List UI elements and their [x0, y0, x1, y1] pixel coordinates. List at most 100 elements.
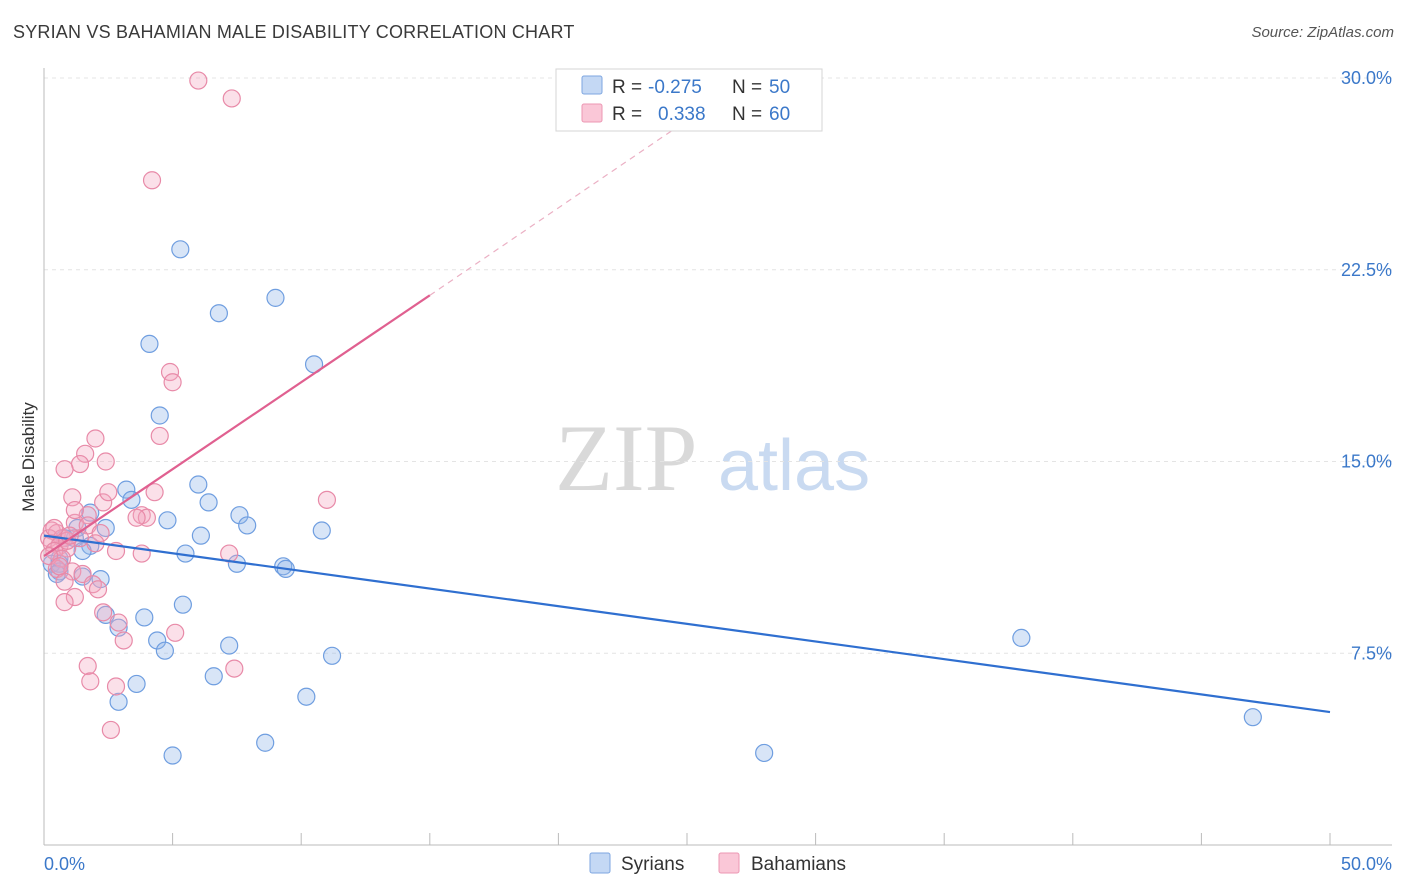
point-bahamians	[114, 631, 133, 650]
watermark-atlas: atlas	[718, 426, 870, 506]
legend-r-value-1: -0.275	[648, 77, 702, 98]
point-syrians	[220, 636, 239, 655]
point-bahamians	[99, 483, 118, 502]
point-syrians	[117, 480, 136, 499]
legend-r-label-1: R =	[612, 77, 642, 98]
point-syrians	[122, 490, 141, 509]
y-axis-tick-labels: 7.5% 15.0% 22.5% 30.0%	[1341, 68, 1392, 663]
trend-line-syrians	[43, 534, 1331, 714]
legend-n-label-1: N =	[732, 77, 762, 98]
point-bahamians	[78, 656, 97, 676]
point-bahamians	[96, 452, 115, 471]
point-bahamians	[106, 677, 126, 696]
point-bahamians	[65, 500, 84, 520]
point-syrians	[204, 667, 223, 686]
series-legend-swatch-syrians	[589, 852, 611, 874]
point-syrians	[297, 687, 316, 706]
point-syrians	[155, 641, 174, 660]
point-bahamians	[55, 460, 74, 479]
legend-swatch-bahamians	[581, 103, 603, 123]
x-axis-ticks	[172, 833, 1331, 845]
point-bahamians	[127, 508, 146, 527]
point-bahamians	[142, 171, 162, 190]
point-bahamians	[137, 508, 156, 527]
scatter-points	[40, 71, 1262, 765]
point-bahamians	[45, 518, 64, 538]
series-legend-label-bahamians: Bahamians	[751, 854, 846, 875]
point-bahamians	[189, 71, 208, 90]
x-tick-label-max: 50.0%	[1341, 854, 1392, 874]
series-legend: Syrians Bahamians	[589, 852, 846, 875]
point-bahamians	[65, 587, 84, 607]
point-bahamians	[83, 575, 102, 594]
point-syrians	[109, 692, 128, 711]
x-tick-label-min: 0.0%	[44, 854, 85, 874]
gridlines	[44, 77, 1392, 654]
legend-n-value-2: 60	[769, 104, 790, 125]
point-syrians	[1012, 628, 1031, 648]
y-tick-label: 30.0%	[1341, 68, 1392, 88]
point-bahamians	[81, 672, 100, 691]
trend-line-bahamians-extension	[429, 128, 675, 296]
point-bahamians	[166, 623, 185, 642]
point-bahamians	[50, 557, 69, 576]
stats-legend: R = -0.275 N = 50 R = 0.338 N = 60	[555, 68, 823, 132]
y-tick-label: 15.0%	[1341, 452, 1392, 472]
point-bahamians	[55, 572, 74, 591]
point-bahamians	[70, 454, 90, 474]
point-syrians	[163, 746, 182, 765]
point-syrians	[312, 521, 331, 540]
point-syrians	[755, 743, 774, 763]
point-syrians	[1243, 708, 1262, 727]
point-bahamians	[150, 426, 169, 446]
y-axis-label: Male Disability	[19, 402, 38, 512]
legend-r-value-2: 0.338	[658, 104, 706, 125]
legend-n-value-1: 50	[769, 77, 790, 98]
point-bahamians	[317, 490, 337, 509]
trend-line-bahamians	[43, 294, 431, 558]
point-syrians	[191, 526, 210, 545]
point-syrians	[148, 631, 167, 650]
point-syrians	[230, 506, 249, 525]
point-syrians	[127, 674, 146, 694]
legend-swatch-syrians	[581, 75, 603, 95]
point-syrians	[173, 595, 192, 614]
y-tick-label: 22.5%	[1341, 260, 1392, 280]
point-syrians	[238, 516, 257, 535]
point-syrians	[322, 646, 342, 665]
point-bahamians	[163, 373, 182, 392]
trend-lines	[43, 128, 1331, 714]
point-syrians	[199, 493, 218, 512]
point-bahamians	[222, 89, 241, 108]
point-bahamians	[145, 483, 164, 502]
legend-r-label-2: R =	[612, 104, 642, 125]
y-tick-label: 7.5%	[1351, 643, 1392, 663]
watermark-zip: ZIP	[555, 405, 698, 511]
point-bahamians	[109, 613, 128, 632]
point-bahamians	[55, 593, 74, 612]
point-bahamians	[86, 429, 105, 448]
series-legend-swatch-bahamians	[718, 852, 740, 874]
point-syrians	[266, 288, 285, 307]
chart-source: Source: ZipAtlas.com	[1251, 24, 1394, 41]
point-bahamians	[101, 720, 120, 740]
point-syrians	[150, 406, 169, 425]
point-syrians	[158, 511, 177, 530]
point-bahamians	[94, 603, 113, 622]
point-syrians	[171, 240, 190, 259]
chart-title: SYRIAN VS BAHAMIAN MALE DISABILITY CORRE…	[13, 22, 575, 42]
point-syrians	[209, 304, 228, 323]
point-syrians	[256, 733, 275, 752]
point-syrians	[140, 334, 159, 353]
point-bahamians	[225, 659, 244, 678]
point-syrians	[135, 608, 154, 627]
point-bahamians	[88, 580, 108, 599]
point-syrians	[96, 518, 115, 538]
point-bahamians	[94, 493, 113, 512]
point-bahamians	[91, 523, 110, 543]
point-syrians	[189, 475, 208, 494]
series-legend-label-syrians: Syrians	[621, 854, 684, 875]
point-bahamians	[76, 444, 95, 463]
point-bahamians	[132, 506, 151, 525]
